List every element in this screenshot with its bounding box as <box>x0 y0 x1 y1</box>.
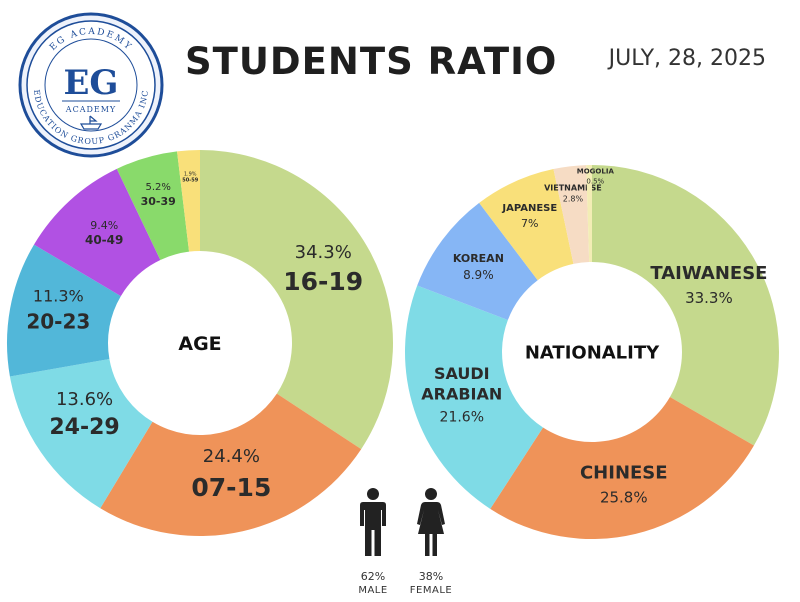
nationality-label-mogolia: MOGOLIA <box>577 167 615 175</box>
nationality-label-vietnamese: VIETNAMESE <box>544 183 602 192</box>
age-label-30-39: 30-39 <box>141 195 176 208</box>
male-icon <box>360 488 386 556</box>
age-slice-16-19 <box>200 150 393 450</box>
age-slice-20-23 <box>6 244 121 377</box>
age-pct-24-29: 13.6% <box>56 389 113 410</box>
nationality-slice-taiwanese <box>592 165 780 446</box>
age-label-20-23: 20-23 <box>26 309 90 333</box>
nationality-pct-chinese: 25.8% <box>600 489 648 507</box>
age-label-50-59: 50-59 <box>182 178 199 184</box>
age-slice-07-15 <box>100 393 362 536</box>
age-slice-50-59 <box>177 150 200 252</box>
nationality-slice-japanese <box>479 169 574 281</box>
age-label-24-29: 24-29 <box>49 415 119 440</box>
nationality-pct-korean: 8.9% <box>463 268 494 282</box>
nationality-slice-saudi-arabian <box>404 285 544 509</box>
logo-sub-text: ACADEMY <box>65 105 116 114</box>
logo-monogram: EG <box>64 63 119 103</box>
nationality-label-korean: KOREAN <box>453 252 504 265</box>
nationality-slice-chinese <box>490 397 754 539</box>
ship-icon <box>79 115 103 130</box>
age-donut-chart: 34.3% 16-19 24.4% 07-15 13.6% 24-29 11.3% 20-23… <box>6 150 393 536</box>
nationality-donut-chart: TAIWANESE 33.3% CHINESE 25.8% SAUDI ARABIAN 21… <box>404 165 780 539</box>
age-label-16-19: 16-19 <box>283 267 363 296</box>
age-label-07-15: 07-15 <box>191 473 271 502</box>
age-pct-30-39: 5.2% <box>145 182 170 193</box>
age-slice-24-29 <box>9 358 153 509</box>
nationality-pct-japanese: 7% <box>521 217 538 230</box>
nationality-pct-mogolia: 0.5% <box>586 177 604 185</box>
age-pct-50-59: 1.9% <box>184 172 197 178</box>
nationality-slice-mogolia <box>586 165 592 263</box>
eg-academy-logo: EG ACADEMY EDUCATION GROUP GRANMA INC EG… <box>18 12 164 158</box>
report-date: JULY, 28, 2025 <box>608 46 766 71</box>
gender-ratio: 62% MALE 38% FEMALE <box>345 488 465 598</box>
age-pct-16-19: 34.3% <box>295 242 352 263</box>
gender-male: 62% MALE <box>345 488 401 597</box>
male-percent: 62% <box>360 570 386 583</box>
nationality-slice-korean <box>417 202 538 321</box>
nationality-pct-vietnamese: 2.8% <box>563 194 584 203</box>
nationality-pct-taiwanese: 33.3% <box>685 289 733 307</box>
nationality-label-saudi-arabian: SAUDI ARABIAN <box>421 364 502 404</box>
age-pct-20-23: 11.3% <box>33 286 84 305</box>
age-pct-40-49: 9.4% <box>90 219 118 232</box>
nationality-pct-saudi-arabian: 21.6% <box>440 410 484 426</box>
male-label: MALE <box>358 585 388 596</box>
female-percent: 38% <box>418 570 444 583</box>
nationality-label-chinese: CHINESE <box>580 463 668 484</box>
female-label: FEMALE <box>409 585 453 596</box>
age-label-40-49: 40-49 <box>85 233 123 247</box>
age-center-label: AGE <box>178 333 221 355</box>
nationality-label-taiwanese: TAIWANESE <box>650 263 767 284</box>
nationality-slice-vietnamese <box>553 165 590 264</box>
nationality-label-japanese: JAPANESE <box>501 203 557 214</box>
age-slice-40-49 <box>33 168 161 297</box>
nationality-center-label: NATIONALITY <box>525 342 660 363</box>
age-slice-30-39 <box>116 151 190 260</box>
age-pct-07-15: 24.4% <box>203 446 260 467</box>
gender-female: 38% FEMALE <box>403 488 459 597</box>
page-title: STUDENTS RATIO <box>185 40 558 83</box>
female-icon <box>417 488 445 556</box>
